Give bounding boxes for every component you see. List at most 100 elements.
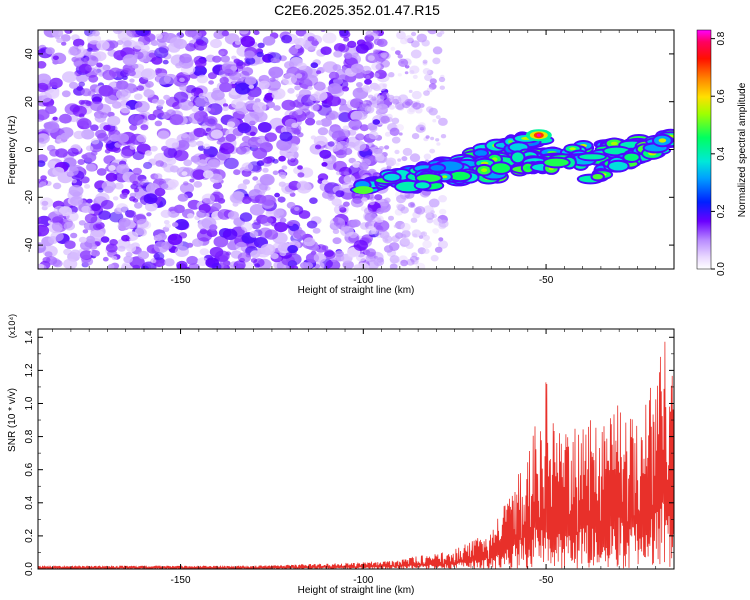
heatmap-cell [241, 162, 254, 172]
heatmap-cell [154, 187, 166, 197]
heatmap-cell [313, 81, 326, 91]
heatmap-cell [193, 127, 206, 138]
heatmap-cell [437, 240, 448, 249]
heatmap-cell [140, 124, 149, 131]
heatmap-cell [205, 107, 211, 112]
heatmap-cell [383, 245, 394, 253]
heatmap-cell [281, 34, 293, 44]
heatmap-cell [258, 80, 270, 90]
heatmap-cell [491, 163, 510, 173]
heatmap-cell [525, 166, 531, 170]
heatmap-cell [132, 180, 139, 186]
heatmap-cell [175, 62, 183, 69]
heatmap-cell [380, 59, 390, 68]
heatmap-cell [281, 99, 296, 111]
heatmap-cell [74, 60, 83, 67]
heatmap-cell [331, 130, 346, 142]
heatmap-cell [179, 84, 188, 91]
heatmap-cell [335, 171, 342, 176]
heatmap-cell [370, 196, 375, 201]
heatmap-cell [163, 163, 175, 173]
heatmap-cell [96, 40, 110, 51]
heatmap-cell [251, 222, 261, 230]
heatmap-cell [430, 136, 435, 141]
x-tick-label: -50 [539, 575, 554, 586]
heatmap-cell [395, 162, 400, 166]
heatmap-cell [342, 125, 350, 131]
heatmap-cell [137, 250, 149, 260]
heatmap-cell [164, 258, 175, 267]
heatmap-cell [335, 149, 347, 159]
heatmap-cell [95, 129, 107, 139]
heatmap-cell [365, 75, 371, 79]
heatmap-cell [199, 248, 209, 256]
heatmap-cell [104, 149, 111, 154]
heatmap-cell [181, 171, 188, 176]
heatmap-cell [183, 159, 193, 167]
heatmap-cell [207, 72, 217, 80]
heatmap-cell [105, 172, 118, 182]
heatmap-cell [52, 116, 58, 121]
heatmap-cell [148, 52, 156, 58]
heatmap-cell [310, 104, 320, 112]
heatmap-cell [337, 219, 344, 224]
heatmap-cell [178, 57, 194, 69]
heatmap-cell [257, 138, 264, 144]
spectrogram-x-axis-label: Height of straight line (km) [298, 285, 415, 296]
heatmap-cell [233, 260, 246, 269]
heatmap-cell [474, 150, 487, 157]
heatmap-cell [439, 240, 448, 248]
heatmap-cell [116, 39, 124, 46]
heatmap-cell [331, 198, 342, 207]
heatmap-cell [70, 195, 83, 206]
heatmap-cell [389, 127, 400, 136]
colorbar-tick-label: 0.4 [716, 146, 727, 160]
heatmap-cell [265, 142, 272, 148]
heatmap-cell [415, 256, 420, 261]
y-tick-label: 0.4 [24, 495, 35, 509]
heatmap-cell [38, 82, 49, 93]
heatmap-cell [207, 159, 221, 169]
heatmap-cell [244, 76, 257, 86]
heatmap-cell [64, 30, 73, 34]
heatmap-cell [309, 197, 318, 204]
heatmap-cell [161, 183, 169, 190]
heatmap-cell [198, 159, 208, 167]
heatmap-cell [171, 142, 180, 149]
heatmap-cell [428, 198, 440, 208]
heatmap-cell [279, 131, 293, 142]
heatmap-cell [217, 197, 226, 204]
heatmap-cell [126, 210, 137, 218]
y-tick-label: -40 [24, 237, 35, 252]
heatmap-cell [438, 117, 448, 126]
heatmap-cell [159, 259, 165, 264]
heatmap-cell [162, 59, 169, 65]
heatmap-cell [434, 246, 443, 253]
heatmap-cell [235, 241, 247, 251]
heatmap-cell [239, 212, 253, 222]
heatmap-cell [38, 92, 52, 103]
heatmap-cell [89, 143, 103, 153]
heatmap-cell [364, 105, 375, 114]
heatmap-cell [134, 100, 150, 113]
heatmap-cell [102, 256, 109, 262]
heatmap-cell [266, 101, 276, 109]
heatmap-cell [136, 134, 147, 143]
heatmap-cell [297, 172, 305, 178]
heatmap-cell [61, 90, 71, 98]
heatmap-cell [314, 144, 322, 150]
heatmap-cell [332, 217, 339, 222]
heatmap-cell [309, 93, 319, 101]
heatmap-cell [335, 250, 344, 258]
heatmap-cell [96, 168, 107, 176]
heatmap-cell [384, 173, 400, 181]
heatmap-cell [116, 133, 129, 143]
heatmap-cell [211, 202, 222, 211]
heatmap-cell [62, 71, 77, 83]
heatmap-cell [259, 190, 266, 196]
heatmap-cell [377, 232, 382, 236]
heatmap-cell [69, 165, 77, 172]
heatmap-cell [313, 252, 327, 263]
heatmap-cell [327, 192, 334, 198]
heatmap-cell [187, 213, 194, 219]
